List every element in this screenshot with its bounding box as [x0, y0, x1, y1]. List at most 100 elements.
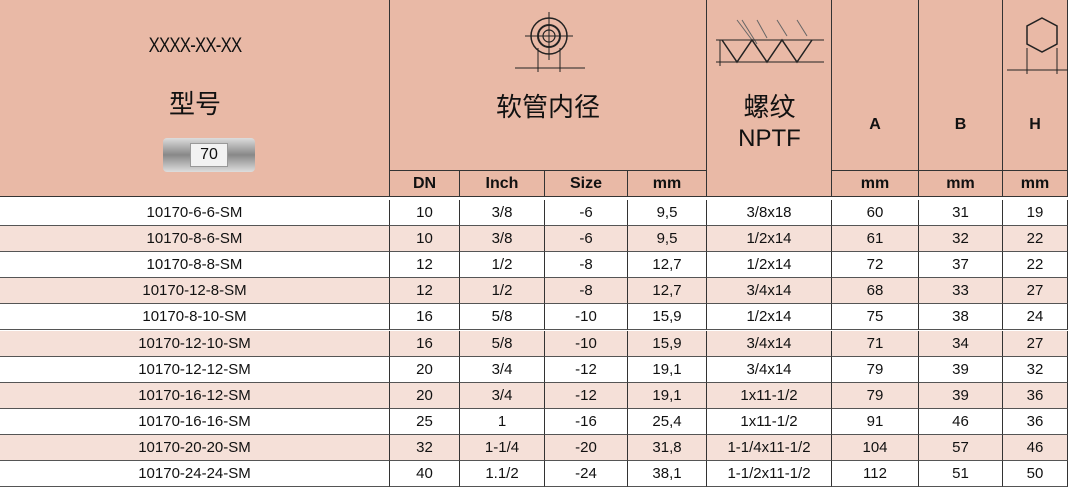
table-cell: 1/2x14: [707, 226, 832, 253]
table-cell: 10170-12-8-SM: [0, 278, 390, 305]
table-cell: 3/4x14: [707, 330, 832, 357]
thread-icon: [716, 19, 824, 66]
table-cell: 24: [1003, 304, 1068, 331]
table-cell: 3/8x18: [707, 200, 832, 227]
table-cell: 51: [919, 461, 1003, 488]
table-cell: 104: [832, 434, 919, 461]
table-cell: 60: [832, 200, 919, 227]
table-cell: -20: [545, 434, 628, 461]
table-cell: 25,4: [628, 408, 707, 435]
model-code: XXXX-XX-XX: [148, 34, 243, 57]
table-cell: 50: [1003, 461, 1068, 488]
table-cell: 1-1/2x11-1/2: [707, 461, 832, 488]
table-cell: 38,1: [628, 461, 707, 488]
table-cell: 46: [1003, 434, 1068, 461]
subheader-cell: mm: [919, 170, 1003, 197]
table-cell: 10170-8-8-SM: [0, 252, 390, 279]
table-cell: 10170-6-6-SM: [0, 200, 390, 227]
table-cell: 19: [1003, 200, 1068, 227]
table-cell: 9,5: [628, 226, 707, 253]
thread-standard: NPTF: [738, 125, 801, 152]
dim-header: B: [919, 0, 1003, 170]
table-cell: -6: [545, 226, 628, 253]
table-cell: 3/8: [460, 226, 545, 253]
table-cell: 75: [832, 304, 919, 331]
table-cell: 27: [1003, 278, 1068, 305]
table-cell: 10170-20-20-SM: [0, 434, 390, 461]
table-cell: 12: [390, 278, 460, 305]
table-cell: 1/2x14: [707, 304, 832, 331]
table-cell: -12: [545, 356, 628, 383]
table-cell: 16: [390, 330, 460, 357]
table-cell: 34: [919, 330, 1003, 357]
table-cell: 1.1/2: [460, 461, 545, 488]
table-cell: 3/4: [460, 382, 545, 409]
thread-label: 螺纹: [743, 91, 796, 122]
table-cell: 36: [1003, 408, 1068, 435]
table-cell: 10170-16-16-SM: [0, 408, 390, 435]
model-label: 型号: [168, 88, 221, 119]
table-cell: -8: [545, 252, 628, 279]
table-cell: 9,5: [628, 200, 707, 227]
table-cell: 22: [1003, 226, 1068, 253]
table-cell: 25: [390, 408, 460, 435]
table-cell: 1/2: [460, 278, 545, 305]
table-cell: 5/8: [460, 304, 545, 331]
table-cell: 3/4x14: [707, 278, 832, 305]
table-cell: 71: [832, 330, 919, 357]
table-cell: 1x11-1/2: [707, 408, 832, 435]
table-cell: 79: [832, 382, 919, 409]
table-cell: 10170-8-6-SM: [0, 226, 390, 253]
table-cell: 10170-24-24-SM: [0, 461, 390, 488]
table-cell: -6: [545, 200, 628, 227]
dim-header: A: [832, 0, 919, 170]
table-cell: -10: [545, 304, 628, 331]
table-cell: 3/8: [460, 200, 545, 227]
table-cell: 57: [919, 434, 1003, 461]
table-cell: 12: [390, 252, 460, 279]
table-cell: 1/2x14: [707, 252, 832, 279]
table-cell: -8: [545, 278, 628, 305]
table-cell: 15,9: [628, 304, 707, 331]
table-cell: 20: [390, 382, 460, 409]
table-cell: 20: [390, 356, 460, 383]
table-cell: 16: [390, 304, 460, 331]
table-cell: 38: [919, 304, 1003, 331]
subheader-cell: Size: [545, 170, 628, 197]
table-cell: 68: [832, 278, 919, 305]
table-cell: 1/2: [460, 252, 545, 279]
table-cell: 72: [832, 252, 919, 279]
table-cell: 1-1/4x11-1/2: [707, 434, 832, 461]
table-cell: 32: [919, 226, 1003, 253]
hex-icon: [1007, 17, 1068, 74]
table-cell: 91: [832, 408, 919, 435]
table-cell: 27: [1003, 330, 1068, 357]
table-cell: 3/4: [460, 356, 545, 383]
table-cell: 15,9: [628, 330, 707, 357]
table-cell: -16: [545, 408, 628, 435]
table-cell: 31,8: [628, 434, 707, 461]
table-cell: 33: [919, 278, 1003, 305]
bore-icon: [515, 12, 585, 72]
table-cell: 10170-16-12-SM: [0, 382, 390, 409]
table-cell: 10: [390, 200, 460, 227]
table-cell: 31: [919, 200, 1003, 227]
table-cell: -12: [545, 382, 628, 409]
subheader-cell: Inch: [460, 170, 545, 197]
table-cell: 40: [390, 461, 460, 488]
badge: 70: [190, 143, 228, 167]
table-cell: 10170-12-10-SM: [0, 330, 390, 357]
table-cell: 22: [1003, 252, 1068, 279]
table-cell: -24: [545, 461, 628, 488]
table-cell: 112: [832, 461, 919, 488]
table-cell: 10170-12-12-SM: [0, 356, 390, 383]
table-cell: 39: [919, 356, 1003, 383]
subheader-cell: mm: [628, 170, 707, 197]
table-cell: 32: [1003, 356, 1068, 383]
thread-header: [707, 0, 832, 197]
table-cell: 10: [390, 226, 460, 253]
subheader-cell: DN: [390, 170, 460, 197]
table-cell: 10170-8-10-SM: [0, 304, 390, 331]
table-cell: 36: [1003, 382, 1068, 409]
table-cell: 79: [832, 356, 919, 383]
